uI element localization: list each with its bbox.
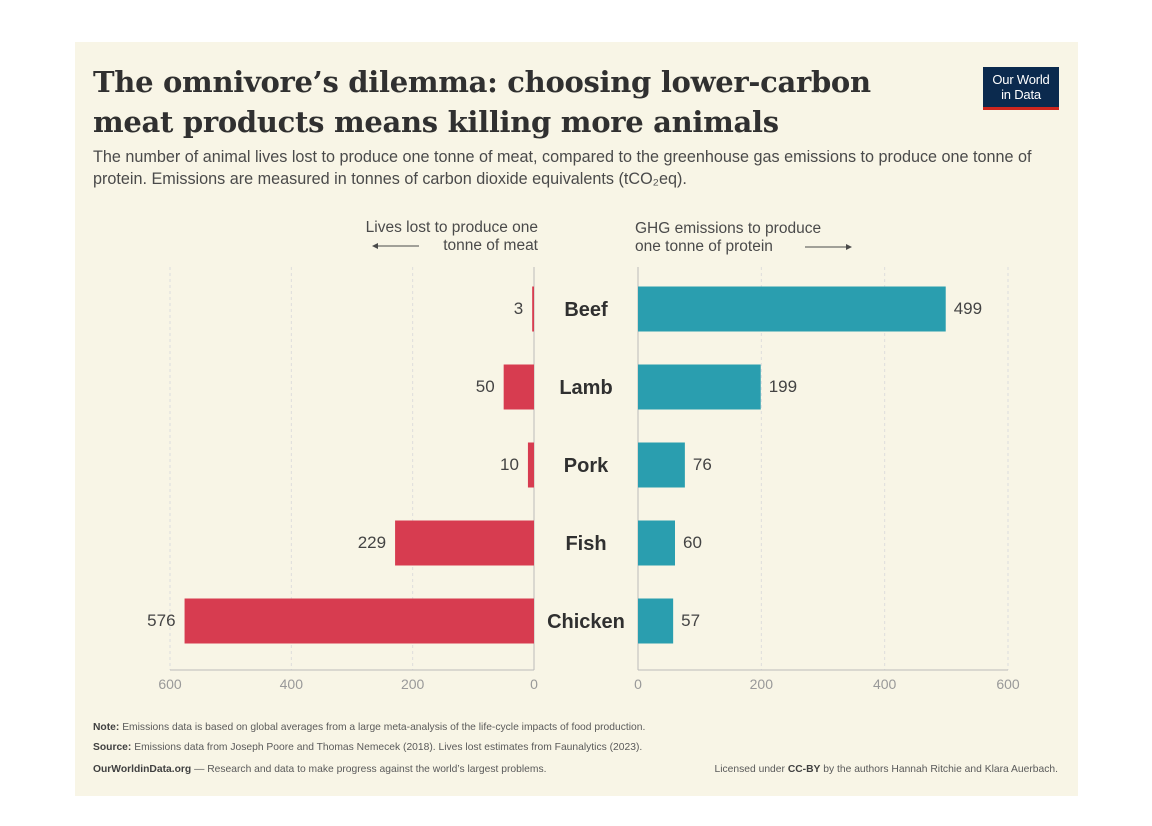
category-label-beef: Beef: [564, 299, 608, 321]
lives-value-pork: 10: [500, 455, 519, 474]
site-tagline: — Research and data to make progress aga…: [194, 764, 547, 775]
lives-value-chicken: 576: [147, 611, 175, 630]
lives-value-beef: 3: [514, 299, 523, 318]
footer-source: Source: Emissions data from Joseph Poore…: [93, 742, 642, 753]
source-text: Emissions data from Joseph Poore and Tho…: [134, 742, 643, 753]
ghg-bar-lamb: [638, 364, 761, 410]
left-arrow-head: [372, 243, 378, 249]
lives-bar-fish: [395, 520, 534, 566]
right-tick-label: 400: [873, 676, 897, 692]
site-link[interactable]: OurWorldinData.org: [93, 764, 192, 775]
logo-line-2: in Data: [1001, 87, 1041, 102]
license-prefix: Licensed under: [714, 764, 785, 775]
right-tick-label: 200: [750, 676, 774, 692]
chart-title: The omnivore’s dilemma: choosing lower-c…: [93, 65, 871, 139]
footer-license: Licensed under CC-BY by the authors Hann…: [715, 764, 1058, 775]
ghg-value-beef: 499: [954, 299, 982, 318]
chart-subtitle: The number of animal lives lost to produ…: [93, 148, 1032, 188]
ghg-value-chicken: 57: [681, 611, 700, 630]
lives-value-fish: 229: [358, 533, 386, 552]
right-series-label-line2: one tonne of protein: [635, 238, 773, 255]
ghg-bar-pork: [638, 442, 685, 488]
category-label-lamb: Lamb: [559, 377, 612, 399]
left-tick-label: 400: [280, 676, 304, 692]
footer-note: Note: Emissions data is based on global …: [93, 722, 645, 733]
ghg-value-lamb: 199: [769, 377, 797, 396]
owid-logo[interactable]: Our World in Data: [983, 67, 1059, 110]
category-label-chicken: Chicken: [547, 611, 625, 633]
left-tick-label: 200: [401, 676, 425, 692]
right-tick-label: 0: [634, 676, 642, 692]
note-text: Emissions data is based on global averag…: [122, 722, 646, 733]
lives-bar-chicken: [184, 598, 534, 644]
ghg-bar-beef: [638, 286, 946, 332]
left-tick-label: 0: [530, 676, 538, 692]
lives-bar-lamb: [503, 364, 534, 410]
ghg-bar-fish: [638, 520, 675, 566]
right-series-label-line1: GHG emissions to produce: [635, 220, 821, 237]
source-label: Source:: [93, 742, 132, 753]
license-link[interactable]: CC-BY: [787, 764, 821, 775]
category-label-pork: Pork: [564, 455, 609, 477]
left-series-label-line1: Lives lost to produce one: [366, 219, 538, 236]
left-series-label-line2: tonne of meat: [443, 237, 538, 254]
ghg-bar-chicken: [638, 598, 674, 644]
category-label-fish: Fish: [565, 533, 606, 555]
logo-line-1: Our World: [992, 72, 1050, 87]
logo-red-bar: [983, 107, 1059, 110]
lives-value-lamb: 50: [476, 377, 495, 396]
footer-site: OurWorldinData.org — Research and data t…: [93, 764, 546, 775]
left-tick-label: 600: [158, 676, 182, 692]
ghg-value-fish: 60: [683, 533, 702, 552]
note-label: Note:: [93, 722, 120, 733]
right-arrow-head: [846, 244, 852, 250]
lives-bar-beef: [532, 286, 534, 332]
license-suffix: by the authors Hannah Ritchie and Klara …: [823, 764, 1058, 775]
lives-bar-pork: [527, 442, 534, 488]
right-tick-label: 600: [996, 676, 1020, 692]
ghg-value-pork: 76: [693, 455, 712, 474]
